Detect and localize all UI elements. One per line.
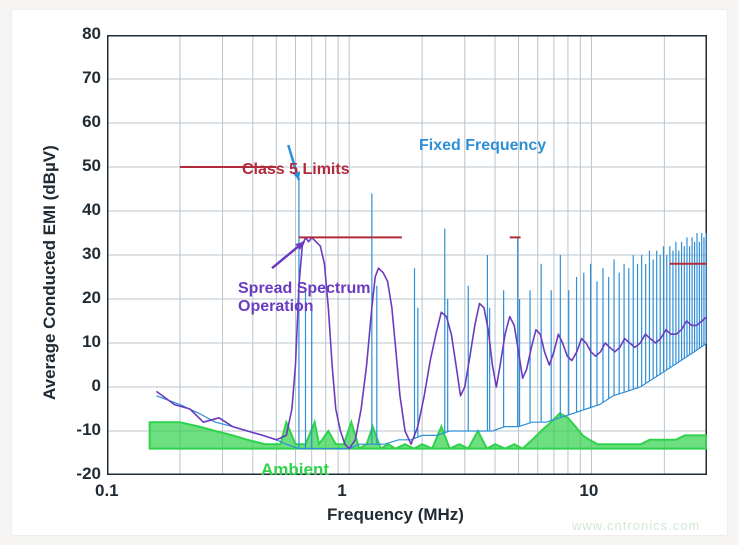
y-tick-label: -10: [76, 420, 101, 440]
plot-area: Class 5 Limits Fixed Frequency Spread Sp…: [107, 35, 707, 475]
x-tick-label: 10: [579, 481, 598, 501]
y-tick-label: 30: [82, 244, 101, 264]
y-tick-label: 10: [82, 332, 101, 352]
y-tick-label: 40: [82, 200, 101, 220]
annotation-class5-limits: Class 5 Limits: [242, 161, 350, 179]
y-tick-label: 20: [82, 288, 101, 308]
annotation-spread-spectrum: Spread Spectrum: [238, 280, 370, 298]
x-axis-label: Frequency (MHz): [327, 505, 464, 525]
watermark: www.cntronics.com: [572, 518, 700, 533]
annotation-ambient: Ambient: [261, 460, 329, 480]
y-tick-label: 50: [82, 156, 101, 176]
plot-svg: [107, 35, 707, 475]
y-tick-label: 0: [92, 376, 101, 396]
x-tick-label: 1: [337, 481, 346, 501]
annotation-operation: Operation: [238, 298, 314, 316]
y-axis-label: Average Conducted EMI (dBµV): [40, 145, 60, 400]
chart-container: Average Conducted EMI (dBµV) Class 5 Lim…: [12, 10, 727, 535]
y-tick-label: 70: [82, 68, 101, 88]
y-tick-label: 80: [82, 24, 101, 44]
x-tick-label: 0.1: [95, 481, 119, 501]
y-tick-label: 60: [82, 112, 101, 132]
annotation-fixed-frequency: Fixed Frequency: [419, 137, 546, 155]
